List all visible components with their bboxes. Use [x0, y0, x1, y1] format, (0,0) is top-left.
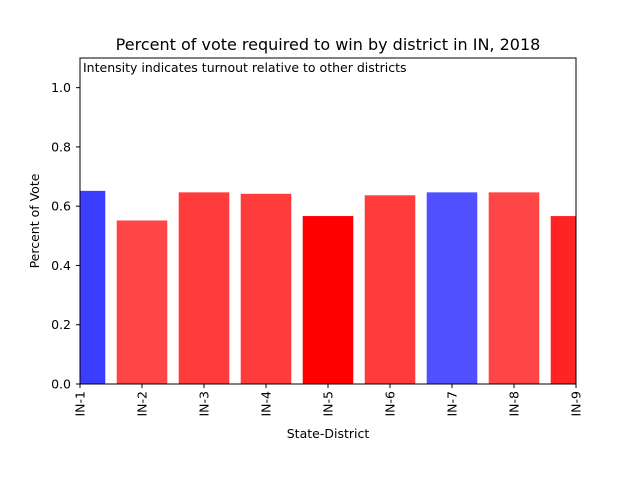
bar-in-4 [240, 193, 292, 384]
y-axis-label: Percent of Vote [27, 173, 42, 268]
bar-in-9 [550, 216, 576, 384]
plot-frame [79, 57, 577, 385]
bar-in-5 [302, 216, 354, 384]
y-tick-label: 0.8 [51, 139, 71, 154]
bars-group [80, 190, 576, 384]
x-tick-label: IN-9 [569, 391, 584, 417]
x-axis: IN-1 IN-2 IN-3 IN-4 IN-5 IN-6 IN-7 IN-8 IN-9 [73, 384, 584, 417]
bar-in-1 [80, 190, 106, 384]
y-tick-label: 0.6 [51, 199, 71, 214]
y-tick-label: 0.4 [51, 258, 71, 273]
chart-title: Percent of vote required to win by distr… [116, 35, 541, 54]
bar-in-3 [178, 192, 230, 384]
chart-annotation: Intensity indicates turnout relative to … [83, 60, 407, 75]
bar-in-8 [488, 192, 540, 384]
bar-in-2 [116, 220, 168, 384]
bar-in-6 [364, 195, 416, 384]
x-axis-label: State-District [287, 426, 370, 441]
x-tick-label: IN-7 [445, 391, 460, 417]
x-tick-label: IN-4 [259, 391, 274, 417]
y-tick-label: 0.0 [51, 377, 71, 392]
bar-in-7 [426, 192, 478, 384]
x-tick-label: IN-8 [507, 391, 522, 417]
y-axis: 0.0 0.2 0.4 0.6 0.8 1.0 [51, 80, 80, 392]
x-tick-label: IN-2 [135, 391, 150, 417]
y-tick-label: 1.0 [51, 80, 71, 95]
x-tick-label: IN-5 [321, 391, 336, 417]
y-tick-label: 0.2 [51, 317, 71, 332]
x-tick-label: IN-6 [383, 391, 398, 417]
x-tick-label: IN-3 [197, 391, 212, 417]
x-tick-label: IN-1 [73, 391, 88, 417]
